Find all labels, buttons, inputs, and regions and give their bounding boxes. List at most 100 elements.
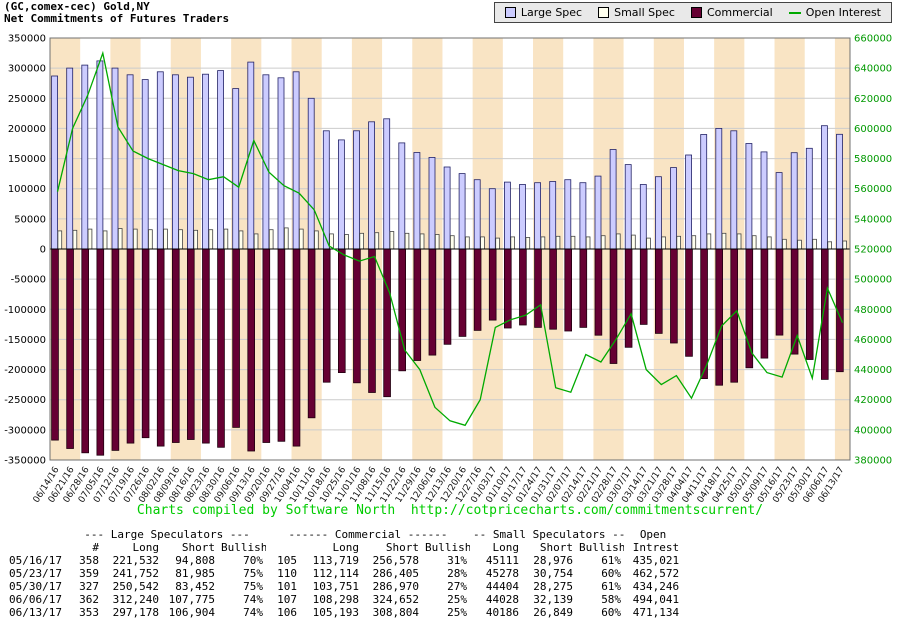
bar-commercial (791, 249, 798, 354)
bar-commercial (459, 249, 466, 336)
bar-small-spec (360, 233, 364, 249)
right-axis-label: 540000 (854, 214, 892, 225)
table-cell: 44404 (470, 580, 522, 593)
bar-large-spec (142, 80, 148, 249)
bar-commercial (293, 249, 300, 446)
table-cell: 362 (68, 593, 102, 606)
table-row: 06/13/17353297,178106,90474%106105,19330… (6, 606, 682, 619)
bar-commercial (369, 249, 376, 393)
bar-large-spec (504, 182, 510, 249)
table-cell: 31% (422, 554, 470, 567)
bar-small-spec (571, 236, 575, 249)
right-axis-label: 380000 (854, 456, 892, 467)
bar-large-spec (354, 131, 360, 249)
small-spec-swatch-icon (598, 7, 609, 18)
table-cell: 113,719 (300, 554, 362, 567)
table-cell: 106,904 (162, 606, 218, 619)
table-cell: 45111 (470, 554, 522, 567)
bar-commercial (308, 249, 315, 418)
bar-small-spec (556, 236, 560, 249)
bar-large-spec (127, 75, 133, 249)
bar-commercial (172, 249, 179, 443)
row-date-cell: 05/23/17 (6, 567, 68, 580)
bar-commercial (640, 249, 647, 324)
bar-small-spec (209, 230, 213, 249)
bar-large-spec (52, 76, 58, 249)
bar-small-spec (707, 234, 711, 249)
group-header-cell: --- Large Speculators --- (68, 528, 266, 541)
table-cell: 101 (266, 580, 300, 593)
bar-large-spec (97, 61, 103, 249)
table-cell: 74% (218, 606, 266, 619)
bar-small-spec (239, 231, 243, 249)
bar-large-spec (338, 140, 344, 249)
bar-commercial (127, 249, 134, 443)
table-cell: 353 (68, 606, 102, 619)
left-axis-label: -100000 (4, 305, 46, 316)
bar-commercial (489, 249, 496, 320)
bar-large-spec (776, 173, 782, 249)
table-cell: 70% (218, 554, 266, 567)
bar-commercial (157, 249, 164, 446)
left-axis-label: 50000 (14, 214, 46, 225)
bar-commercial (565, 249, 572, 331)
table-row: 05/16/17358221,53294,80870%105113,719256… (6, 554, 682, 567)
table-cell: 308,804 (362, 606, 422, 619)
bar-large-spec (595, 176, 601, 249)
bar-small-spec (828, 242, 832, 249)
bar-commercial (776, 249, 783, 335)
bar-commercial (444, 249, 451, 344)
bar-small-spec (496, 238, 500, 249)
right-axis-label: 580000 (854, 154, 892, 165)
bar-small-spec (375, 233, 379, 249)
bar-small-spec (73, 230, 77, 249)
table-cell: 40186 (470, 606, 522, 619)
table-cell: 110 (266, 567, 300, 580)
bar-large-spec (731, 131, 737, 249)
bar-small-spec (315, 231, 319, 249)
left-axis-label: -200000 (4, 365, 46, 376)
legend-item-commercial: Commercial (691, 6, 773, 19)
bar-commercial (504, 249, 511, 328)
bar-small-spec (752, 236, 756, 249)
bar-commercial (187, 249, 194, 440)
column-header-cell (6, 541, 68, 554)
row-date-cell: 06/06/17 (6, 593, 68, 606)
column-header-cell: Long (300, 541, 362, 554)
table-cell: 286,405 (362, 567, 422, 580)
right-axis-label: 660000 (854, 34, 892, 45)
bar-commercial (278, 249, 285, 441)
legend-label-large-spec: Large Spec (521, 6, 582, 19)
bar-large-spec (414, 153, 420, 250)
column-header-cell: Short (162, 541, 218, 554)
left-axis-label: 200000 (8, 124, 46, 135)
bar-small-spec (345, 235, 349, 250)
left-axis-label: 0 (40, 245, 46, 256)
table-cell: 27% (422, 580, 470, 593)
bar-large-spec (640, 185, 646, 250)
bar-small-spec (586, 237, 590, 249)
footer-note: Charts compiled by Software North http:/… (0, 503, 900, 518)
open-interest-line-icon (789, 12, 801, 14)
table-cell: 471,134 (624, 606, 682, 619)
table-cell: 494,041 (624, 593, 682, 606)
table-cell: 81,985 (162, 567, 218, 580)
bar-commercial (112, 249, 119, 450)
bar-large-spec (716, 128, 722, 249)
table-cell: 58% (576, 593, 624, 606)
bar-commercial (671, 249, 678, 343)
right-axis-label: 620000 (854, 94, 892, 105)
column-header-cell: # (68, 541, 102, 554)
right-axis-label: 400000 (854, 425, 892, 436)
bar-large-spec (293, 72, 299, 249)
bar-large-spec (610, 150, 616, 250)
cot-table: --- Large Speculators --------- Commerci… (6, 528, 682, 619)
bar-large-spec (746, 144, 752, 250)
left-axis-label: -350000 (4, 456, 46, 467)
bar-large-spec (821, 126, 827, 249)
cot-chart: -350000-300000-250000-200000-150000-1000… (0, 0, 900, 502)
table-cell: 435,021 (624, 554, 682, 567)
bar-large-spec (550, 182, 556, 250)
left-axis-label: 250000 (8, 94, 46, 105)
table-cell: 324,652 (362, 593, 422, 606)
